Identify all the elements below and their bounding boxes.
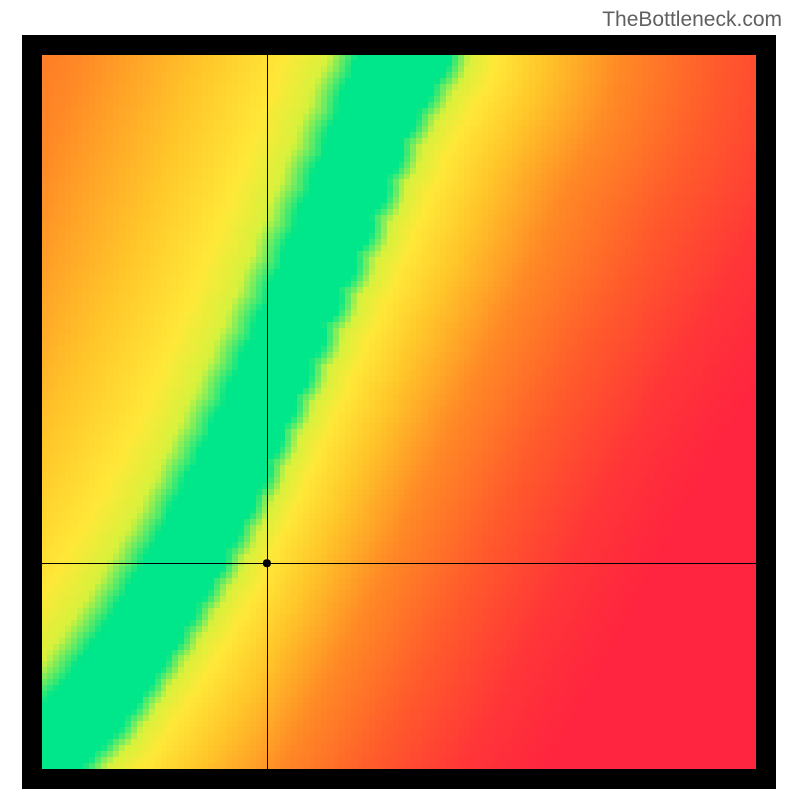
- watermark-text: TheBottleneck.com: [602, 8, 782, 32]
- root-container: TheBottleneck.com: [0, 0, 800, 800]
- heatmap-canvas: [42, 55, 756, 769]
